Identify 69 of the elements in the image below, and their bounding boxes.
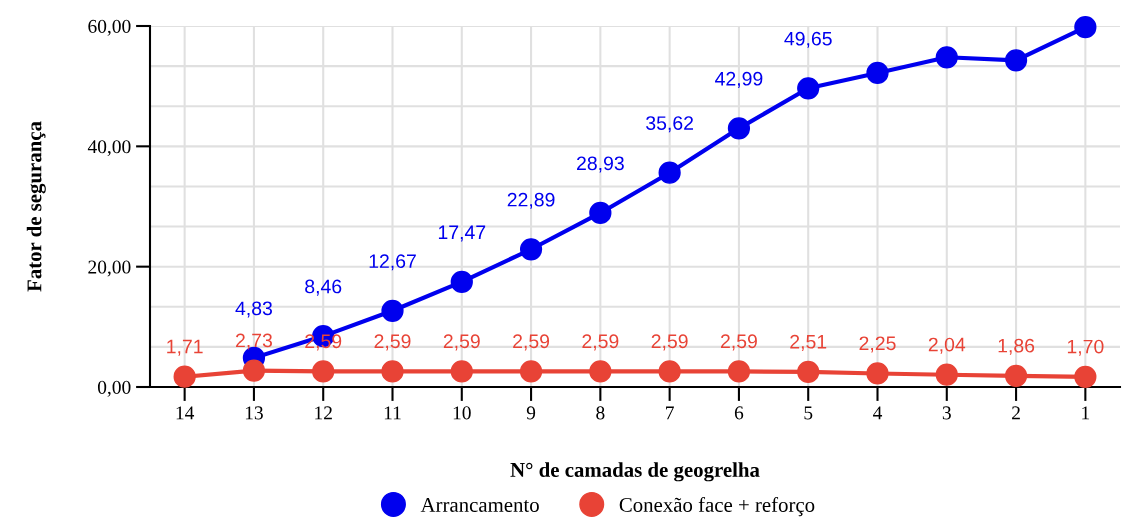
point <box>935 363 958 386</box>
data-label: 1,86 <box>998 338 1035 355</box>
data-label: 2,59 <box>582 334 619 351</box>
y-tick-label: 20,00 <box>88 260 131 277</box>
x-tick-label: 8 <box>596 406 605 420</box>
point <box>381 299 404 322</box>
data-label: 2,51 <box>790 334 827 351</box>
data-label: 2,59 <box>443 334 480 351</box>
point <box>797 77 820 100</box>
data-label: 49,65 <box>784 31 832 48</box>
data-label: 2,59 <box>374 334 411 351</box>
point <box>381 360 404 383</box>
point <box>658 360 681 383</box>
point <box>589 201 612 225</box>
y-tick-label: 60,00 <box>88 19 131 36</box>
point <box>866 61 889 85</box>
point <box>1074 16 1097 39</box>
point <box>1004 364 1028 387</box>
data-label: 2,59 <box>651 334 688 351</box>
point <box>727 117 751 140</box>
point <box>658 161 681 184</box>
point <box>935 46 958 69</box>
point <box>1004 49 1028 72</box>
point <box>1074 365 1097 388</box>
point <box>242 359 266 382</box>
x-tick-label: 10 <box>453 406 471 420</box>
point <box>797 360 820 384</box>
data-label: 28,93 <box>577 156 624 173</box>
x-tick-label: 9 <box>526 406 536 420</box>
data-label: 1,70 <box>1067 339 1104 356</box>
x-axis-title: N° de camadas de geogrelha <box>510 462 760 482</box>
point <box>519 360 543 383</box>
data-label: 12,67 <box>369 254 416 271</box>
y-tick-label: 0,00 <box>97 380 131 397</box>
data-label: 35,62 <box>646 116 693 133</box>
data-label: 2,25 <box>859 336 896 353</box>
x-tick-label: 14 <box>176 406 195 420</box>
x-tick-label: 5 <box>804 406 813 420</box>
x-tick-label: 6 <box>734 406 744 420</box>
data-label: 2,59 <box>720 334 757 351</box>
x-tick-label: 11 <box>384 406 401 420</box>
x-tick-label: 12 <box>315 406 332 420</box>
data-label: 2,73 <box>235 333 272 350</box>
x-tick-label: 4 <box>873 406 883 420</box>
x-tick-label: 1 <box>1082 406 1090 420</box>
data-label: 1,71 <box>167 339 203 356</box>
data-label: 2,04 <box>928 337 966 354</box>
point <box>727 360 751 383</box>
point <box>173 365 196 388</box>
legend-label: Arrancamento <box>420 497 539 512</box>
data-label: 4,83 <box>235 301 272 318</box>
data-label: 8,46 <box>305 279 342 296</box>
data-label: 42,99 <box>715 71 763 88</box>
y-axis-title: Fator de segurança <box>26 121 46 292</box>
x-tick-label: 2 <box>1012 406 1020 420</box>
y-tick-label: 40,00 <box>87 140 131 157</box>
x-tick-label: 7 <box>666 406 674 420</box>
point <box>312 360 335 383</box>
data-label: 22,89 <box>507 192 555 209</box>
x-tick-label: 3 <box>942 406 951 420</box>
data-label: 17,47 <box>438 225 486 242</box>
x-tick-label: 13 <box>245 406 263 420</box>
point <box>450 360 473 383</box>
point <box>866 362 889 385</box>
legend-label: Conexão face + reforço <box>619 497 815 517</box>
point <box>450 270 473 294</box>
point <box>519 238 543 261</box>
point <box>589 360 612 383</box>
data-label: 2,59 <box>513 334 550 351</box>
